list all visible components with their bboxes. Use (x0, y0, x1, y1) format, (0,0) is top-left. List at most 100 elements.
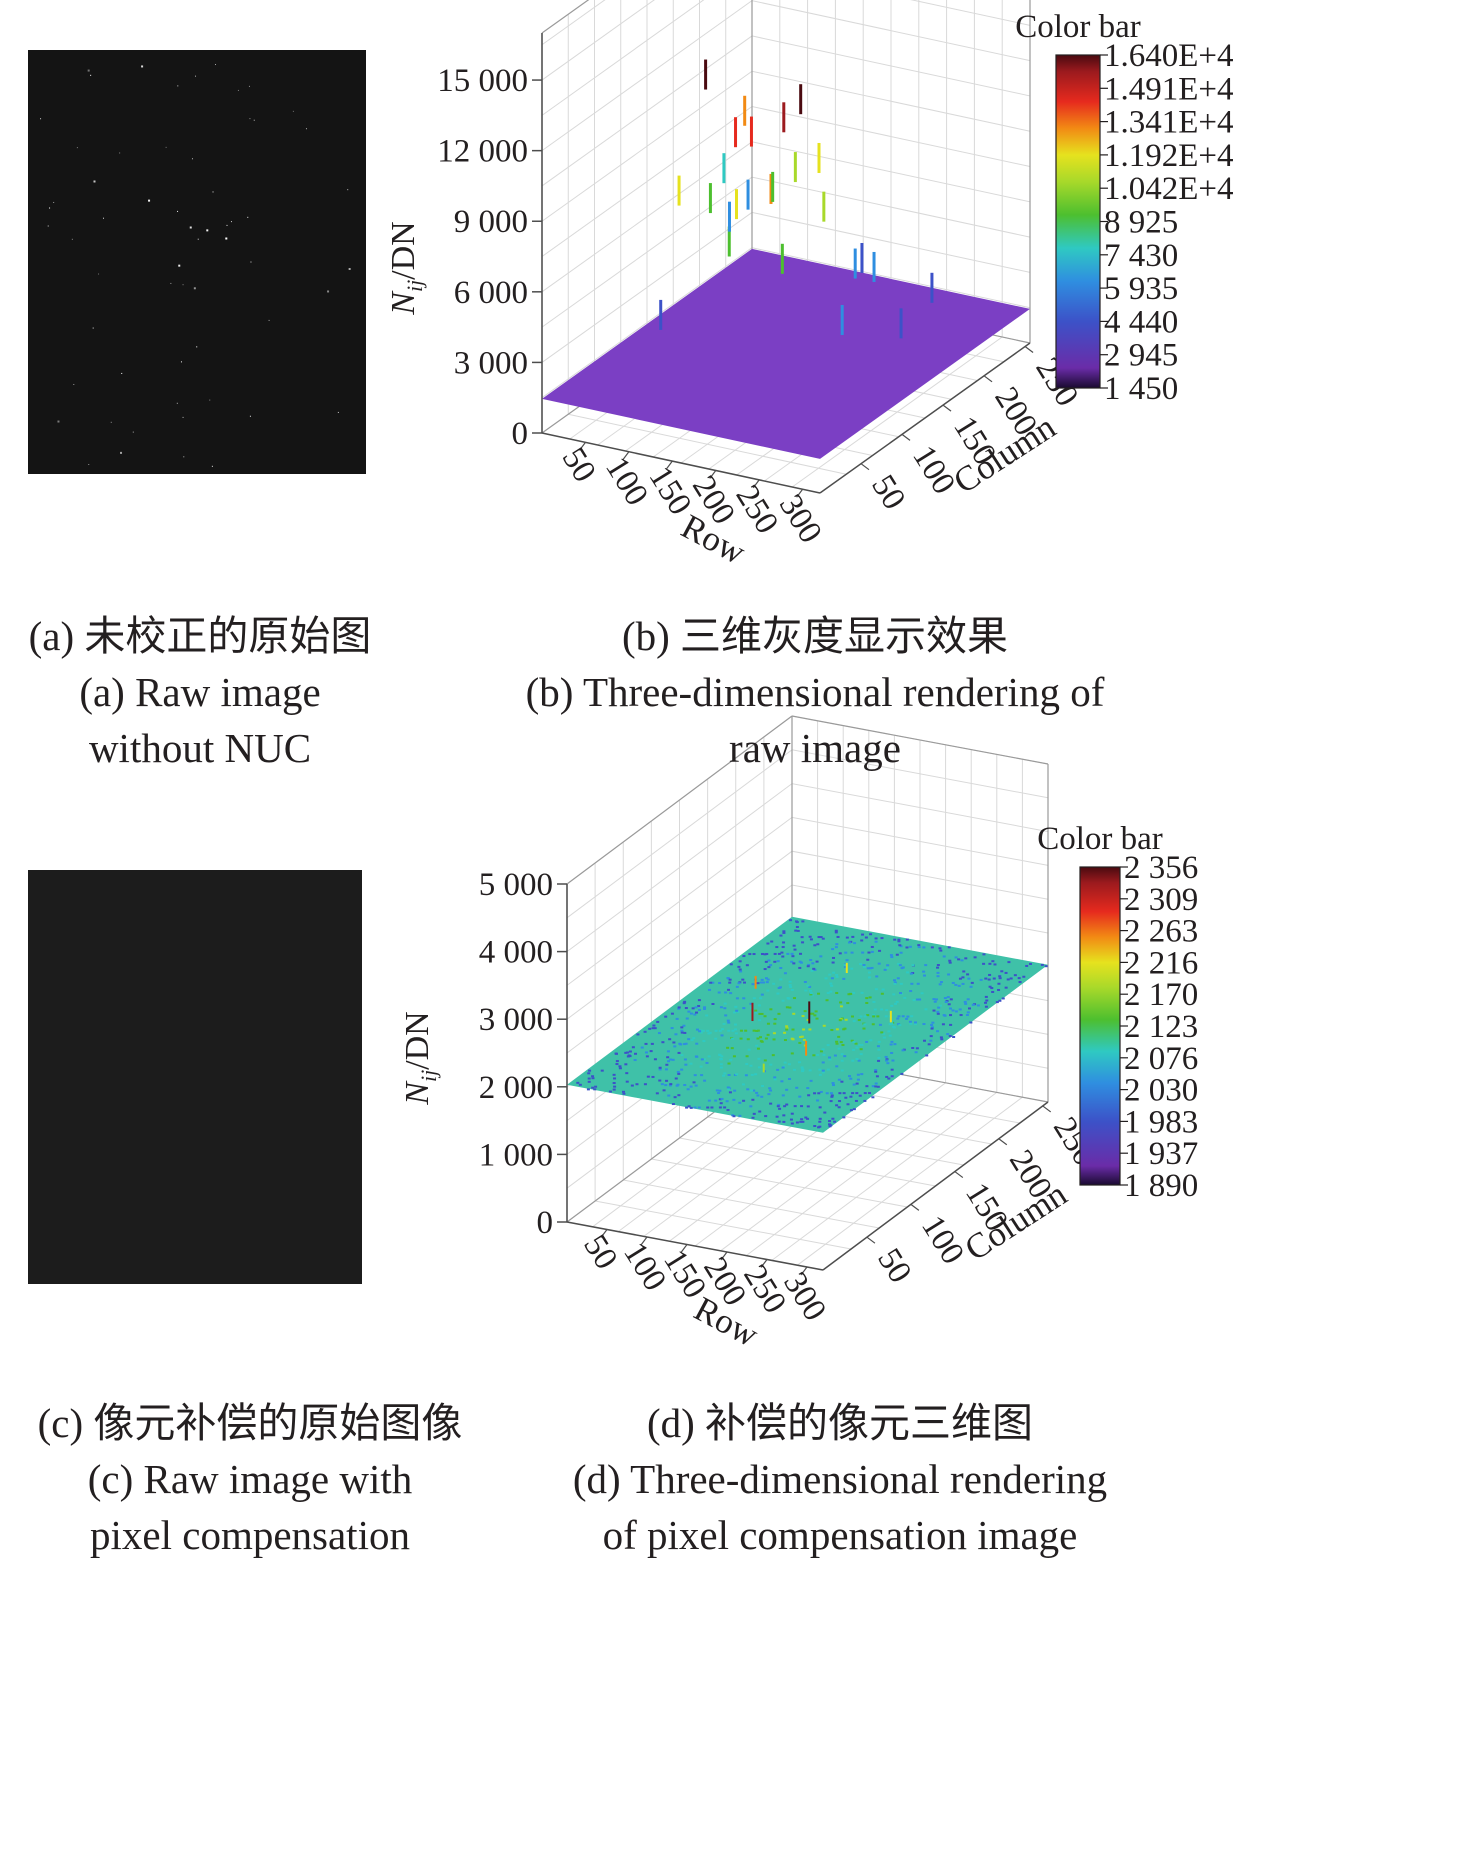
surface-noise (905, 946, 909, 949)
surface-noise (752, 1029, 756, 1032)
surface-noise (726, 1046, 730, 1049)
surface-noise (821, 937, 825, 940)
surface-noise (694, 1006, 698, 1009)
surface-noise (734, 1028, 738, 1031)
surface-noise (718, 1098, 722, 1101)
surface-noise (962, 970, 966, 973)
surface-noise (759, 997, 763, 1000)
surface-noise (751, 1098, 755, 1101)
surface-noise (852, 1108, 856, 1111)
surface-noise (764, 977, 768, 980)
colorbar-label: 1.491E+4 (1104, 71, 1234, 107)
surface-noise (870, 966, 874, 969)
surface-noise (734, 1032, 738, 1035)
hot-pixel (183, 456, 185, 458)
colorbar-label: 2 076 (1124, 1041, 1198, 1077)
surface-noise (932, 1009, 936, 1012)
hot-pixel (305, 128, 307, 130)
surface-noise (871, 1096, 875, 1099)
surface-noise (849, 1077, 853, 1080)
surface-noise (948, 1007, 952, 1010)
surface-noise (673, 1096, 677, 1099)
surface-noise (757, 1004, 761, 1007)
surface-noise (645, 1055, 649, 1058)
surface-noise (992, 977, 996, 980)
surface-noise (882, 1036, 886, 1039)
surface-noise (694, 1084, 698, 1087)
surface-noise (943, 1014, 947, 1017)
surface-noise (719, 1063, 723, 1066)
surface-noise (838, 1100, 842, 1103)
surface-noise (677, 1051, 681, 1054)
surface-noise (800, 936, 804, 939)
surface-noise (859, 963, 863, 966)
row-tick (665, 460, 673, 470)
z-tick-label: 0 (537, 1205, 554, 1241)
surface-noise (833, 1054, 837, 1057)
surface-noise (800, 1118, 804, 1121)
surface-noise (703, 1007, 707, 1010)
surface-noise (664, 1068, 668, 1071)
surface-noise (858, 1043, 862, 1046)
surface-noise (890, 1075, 894, 1078)
surface-noise (634, 1052, 638, 1055)
colorbar-label: 1.341E+4 (1104, 105, 1234, 141)
surface-noise (703, 1079, 707, 1082)
hot-pixel (189, 226, 192, 229)
surface-noise (783, 1031, 787, 1034)
surface-noise (749, 1064, 753, 1067)
surface-noise (888, 1034, 892, 1037)
surface-noise (666, 1056, 670, 1059)
surface-noise (752, 1089, 756, 1092)
hot-pixel (178, 264, 181, 267)
surface-noise (868, 996, 872, 999)
surface-noise (689, 1062, 693, 1065)
surface-noise (769, 1102, 773, 1105)
surface-noise (872, 1000, 876, 1003)
column-tick (942, 404, 952, 412)
surface-noise (719, 1057, 723, 1060)
colorbar-label: 1 450 (1104, 371, 1178, 407)
surface-noise (644, 1042, 648, 1045)
z-tick-label: 6 000 (454, 275, 528, 311)
surface-noise (755, 1044, 759, 1047)
surface-noise (1004, 971, 1008, 974)
surface-noise (760, 978, 764, 981)
surface-noise (1013, 974, 1017, 977)
surface-noise (887, 1030, 891, 1033)
surface-noise (690, 1039, 694, 1042)
surface-noise (845, 959, 849, 962)
surface-noise (918, 998, 922, 1001)
surface-noise (643, 1030, 647, 1033)
surface-noise (860, 939, 864, 942)
surface-noise (839, 1001, 843, 1004)
surface-noise (677, 1007, 681, 1010)
surface-noise (709, 981, 713, 984)
surface-noise (746, 1088, 750, 1091)
hot-pixel (248, 85, 250, 87)
surface-noise (863, 1099, 867, 1102)
surface-noise (893, 982, 897, 985)
row-tick-label: 50 (576, 1229, 624, 1276)
surface-plane (542, 248, 1030, 459)
surface-noise (783, 1039, 787, 1042)
surface-noise (613, 1085, 617, 1088)
surface-noise (951, 981, 955, 984)
caption-a-en-2: without NUC (88, 725, 312, 771)
surface-noise (754, 1009, 758, 1012)
surface-noise (732, 1098, 736, 1101)
surface-noise (773, 1022, 777, 1025)
column-tick (910, 1203, 920, 1211)
surface-noise (868, 967, 872, 970)
surface-noise (843, 966, 847, 969)
surface-noise (790, 1112, 794, 1115)
surface-noise (758, 1019, 762, 1022)
surface-noise (723, 1002, 727, 1005)
surface-noise (934, 998, 938, 1001)
surface-noise (644, 1051, 648, 1054)
surface-noise (821, 1061, 825, 1064)
hot-pixel (206, 229, 209, 232)
surface-noise (666, 1050, 670, 1053)
surface-noise (796, 929, 800, 932)
surface-noise (720, 1055, 724, 1058)
